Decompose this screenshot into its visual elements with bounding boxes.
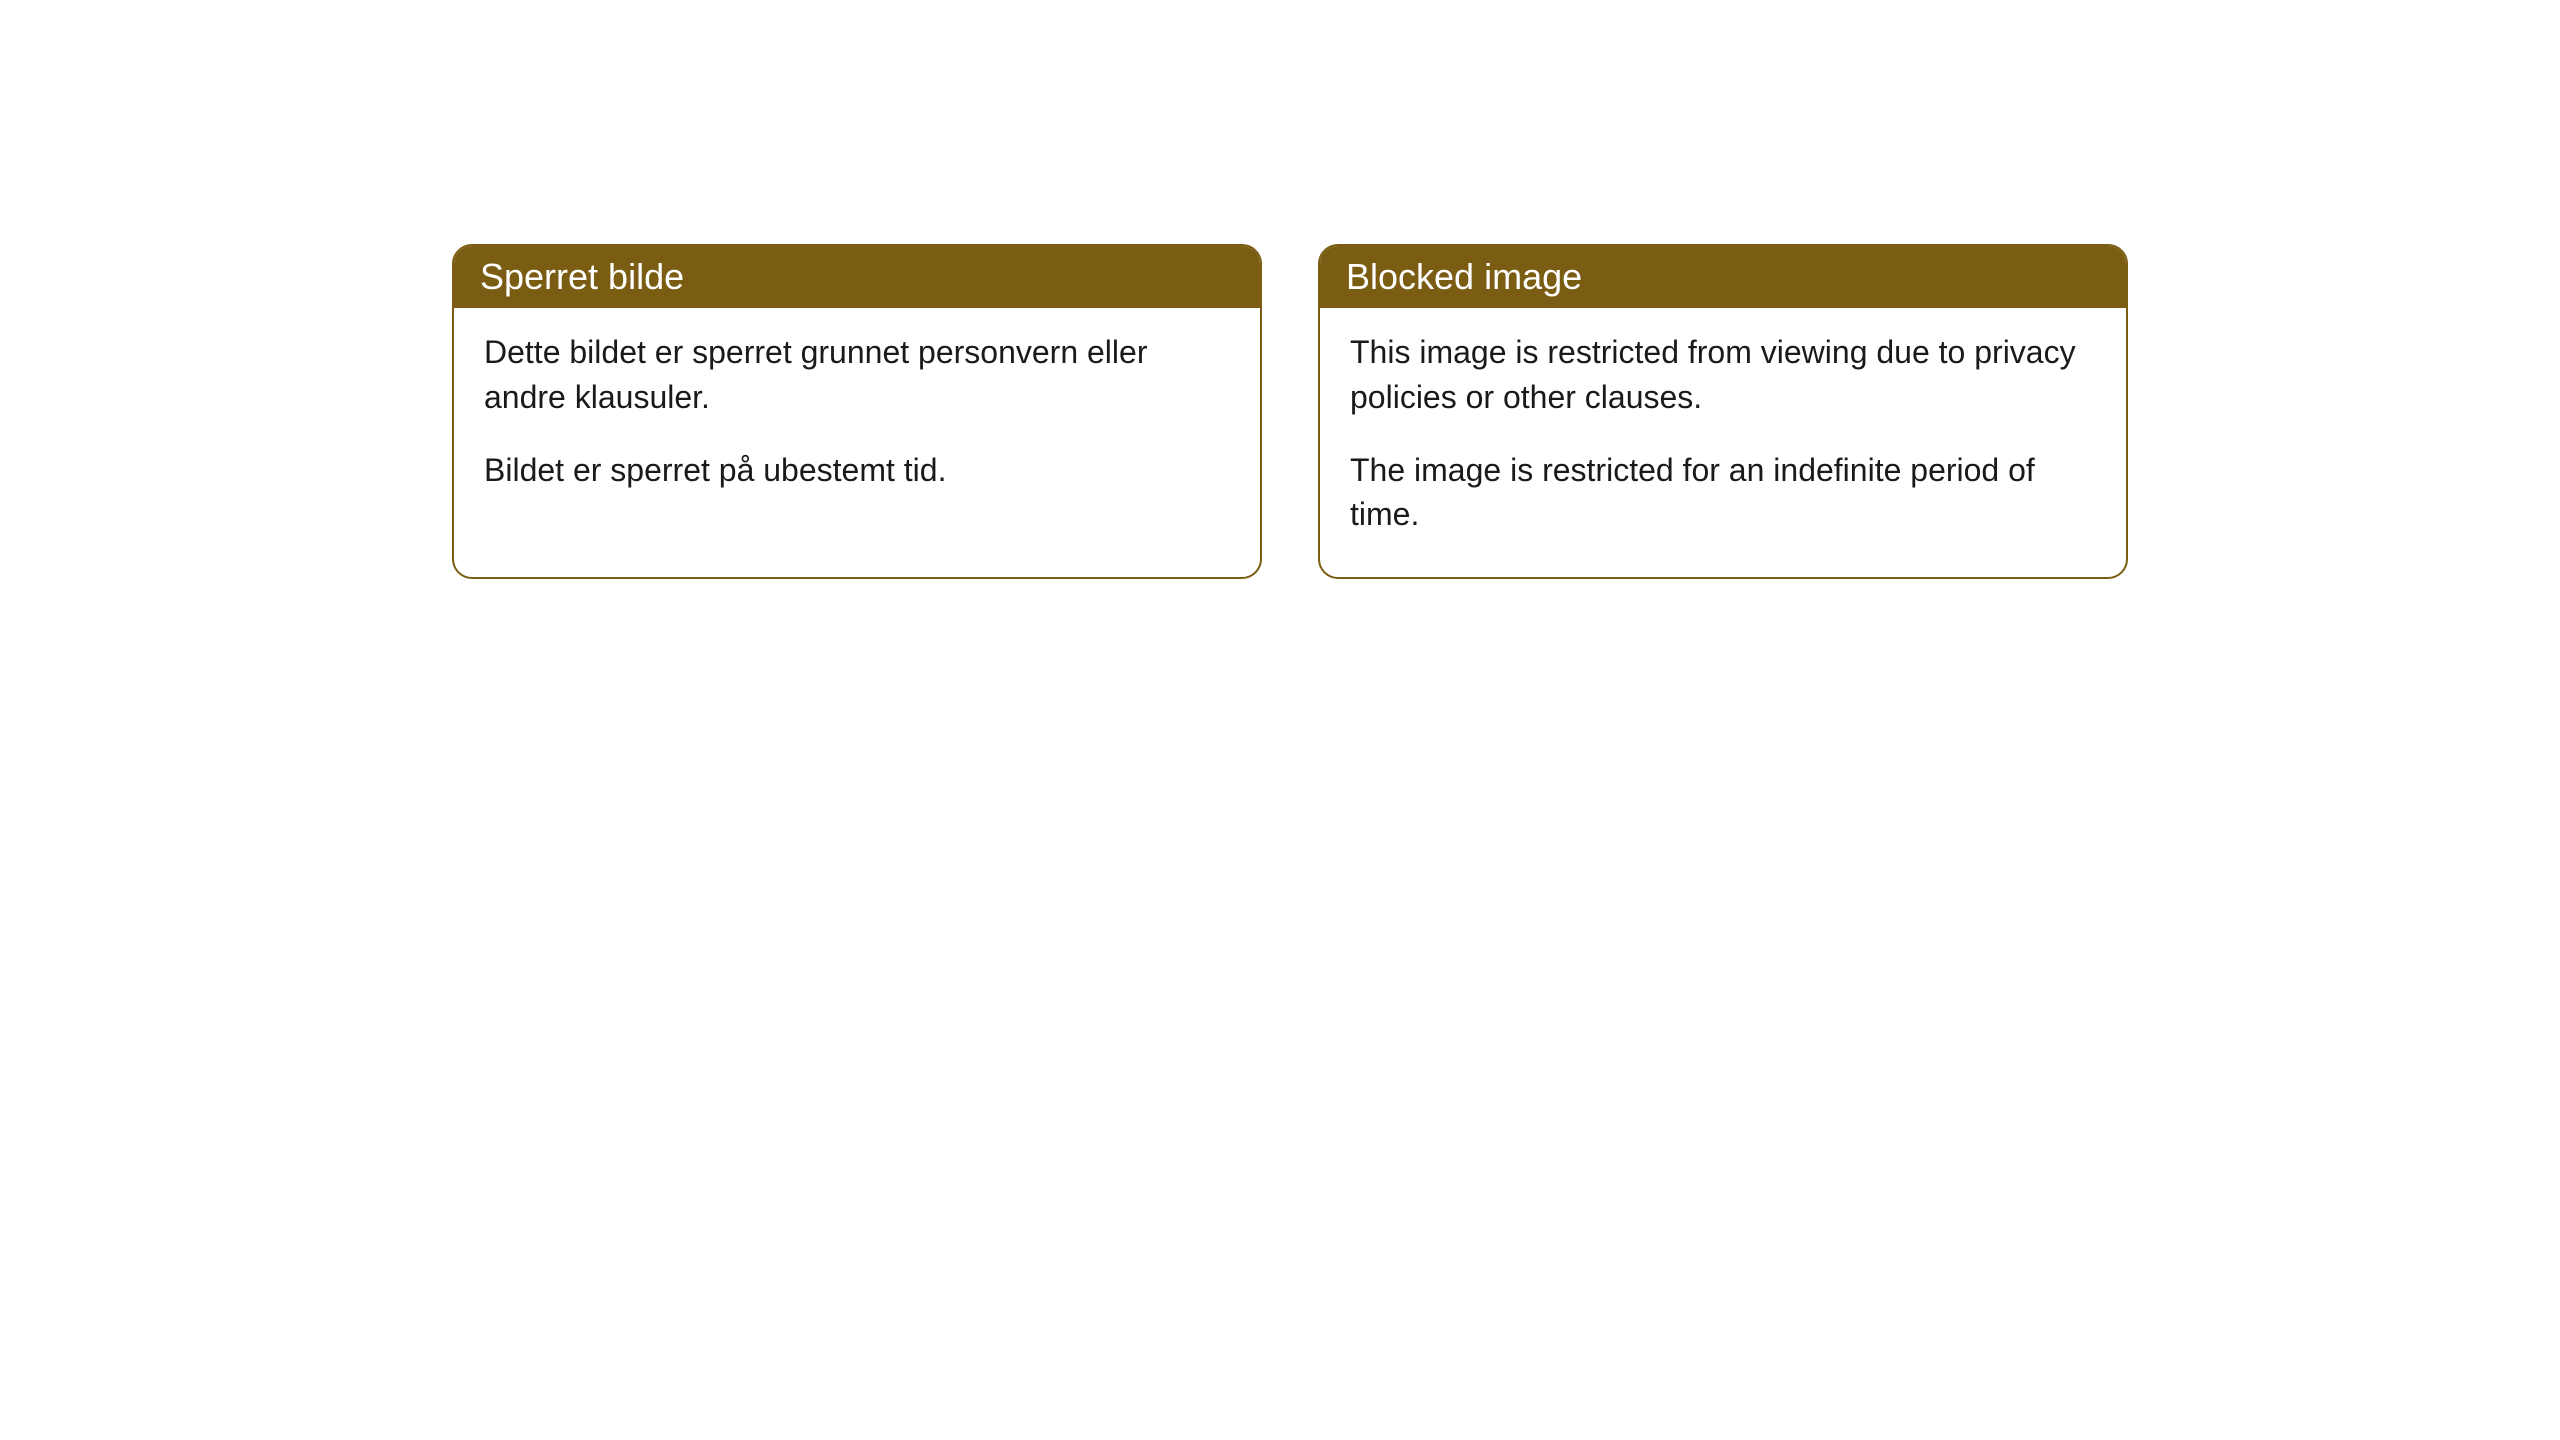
notice-header-english: Blocked image xyxy=(1320,246,2126,308)
notice-para2-norwegian: Bildet er sperret på ubestemt tid. xyxy=(484,448,1230,493)
notice-box-norwegian: Sperret bilde Dette bildet er sperret gr… xyxy=(452,244,1262,579)
notice-para1-english: This image is restricted from viewing du… xyxy=(1350,330,2096,420)
notice-box-english: Blocked image This image is restricted f… xyxy=(1318,244,2128,579)
notice-container: Sperret bilde Dette bildet er sperret gr… xyxy=(0,0,2560,579)
notice-body-english: This image is restricted from viewing du… xyxy=(1320,308,2126,577)
notice-para1-norwegian: Dette bildet er sperret grunnet personve… xyxy=(484,330,1230,420)
notice-header-norwegian: Sperret bilde xyxy=(454,246,1260,308)
notice-body-norwegian: Dette bildet er sperret grunnet personve… xyxy=(454,308,1260,532)
notice-para2-english: The image is restricted for an indefinit… xyxy=(1350,448,2096,538)
